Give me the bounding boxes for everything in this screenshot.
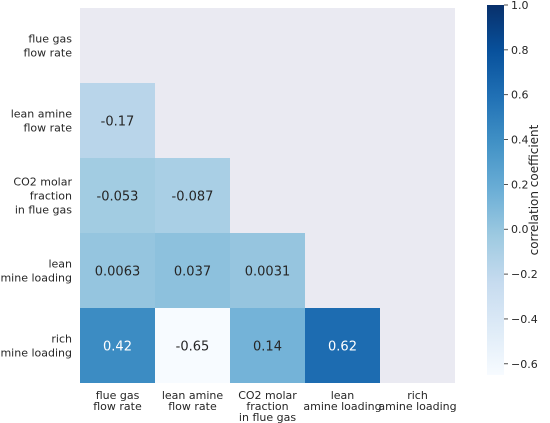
row-label-0: flue gas flow rate (24, 33, 73, 60)
column-label-4: rich amine loading (378, 389, 456, 413)
colorbar-label: correlation coefficient (527, 124, 541, 255)
colorbar-ticks: 1.0 0.8 0.6 0.4 0.2 0.0 −0.2 −0.4 −0.6 (504, 0, 538, 371)
colorbar-tick-label: 0.0 (511, 223, 529, 236)
colorbar-tick-label: 1.0 (511, 0, 529, 12)
colorbar-tick-label: −0.6 (511, 358, 538, 371)
colorbar-tick-label: −0.4 (511, 313, 538, 326)
column-label-2: CO2 molar fraction in flue gas (238, 389, 297, 423)
heatmap-cell-r3-c0 (80, 233, 155, 308)
cell-value-label: -0.65 (176, 340, 210, 355)
colorbar-tick-label: −0.2 (511, 268, 538, 281)
cell-value-label: 0.0063 (95, 265, 141, 280)
cell-value-label: -0.17 (101, 115, 135, 130)
column-label-1: lean amine flow rate (162, 389, 224, 413)
column-label-3: lean amine loading (303, 389, 381, 413)
heatmap-cell-r4-c3 (305, 308, 380, 383)
cell-value-label: 0.42 (103, 340, 132, 355)
column-tick-labels: flue gas flow rate lean amine flow rate CO2 … (93, 389, 456, 423)
heatmap-cell-r4-c0 (80, 308, 155, 383)
colorbar-tick-label: 0.2 (511, 178, 529, 191)
colorbar-tick-label: 0.6 (511, 89, 529, 102)
heatmap-cell-r3-c1 (155, 233, 230, 308)
row-label-3: lean amine loading (0, 258, 72, 285)
heatmap-cell-r3-c2 (230, 233, 305, 308)
heatmap-cell-r2-c1 (155, 158, 230, 233)
cell-value-label: 0.14 (253, 340, 282, 355)
heatmap-cell-r2-c0 (80, 158, 155, 233)
cell-value-label: 0.0031 (245, 265, 291, 280)
row-label-2: CO2 molar fraction in flue gas (13, 176, 72, 217)
row-tick-labels: flue gas flow rate lean amine flow rate CO2 … (0, 33, 72, 360)
cell-value-label: -0.053 (97, 190, 139, 205)
cell-value-label: 0.62 (328, 340, 357, 355)
colorbar-tick-label: 0.8 (511, 44, 529, 57)
cell-value-label: -0.087 (172, 190, 214, 205)
colorbar-tick-label: 0.4 (511, 134, 529, 147)
row-label-4: rich amine loading (0, 333, 72, 360)
heatmap-cells: -0.17 -0.053 -0.087 0.0063 0.037 0.0031 0.42 -0… (80, 83, 380, 383)
row-label-1: lean amine flow rate (11, 108, 73, 135)
column-label-0: flue gas flow rate (93, 389, 142, 413)
heatmap-cell-r4-c2 (230, 308, 305, 383)
heatmap-cell-r4-c1 (155, 308, 230, 383)
cell-value-label: 0.037 (174, 265, 211, 280)
heatmap-cell-r1-c0 (80, 83, 155, 158)
colorbar: 1.0 0.8 0.6 0.4 0.2 0.0 −0.2 −0.4 −0.6 correlati… (487, 0, 541, 375)
colorbar-gradient (487, 5, 504, 375)
